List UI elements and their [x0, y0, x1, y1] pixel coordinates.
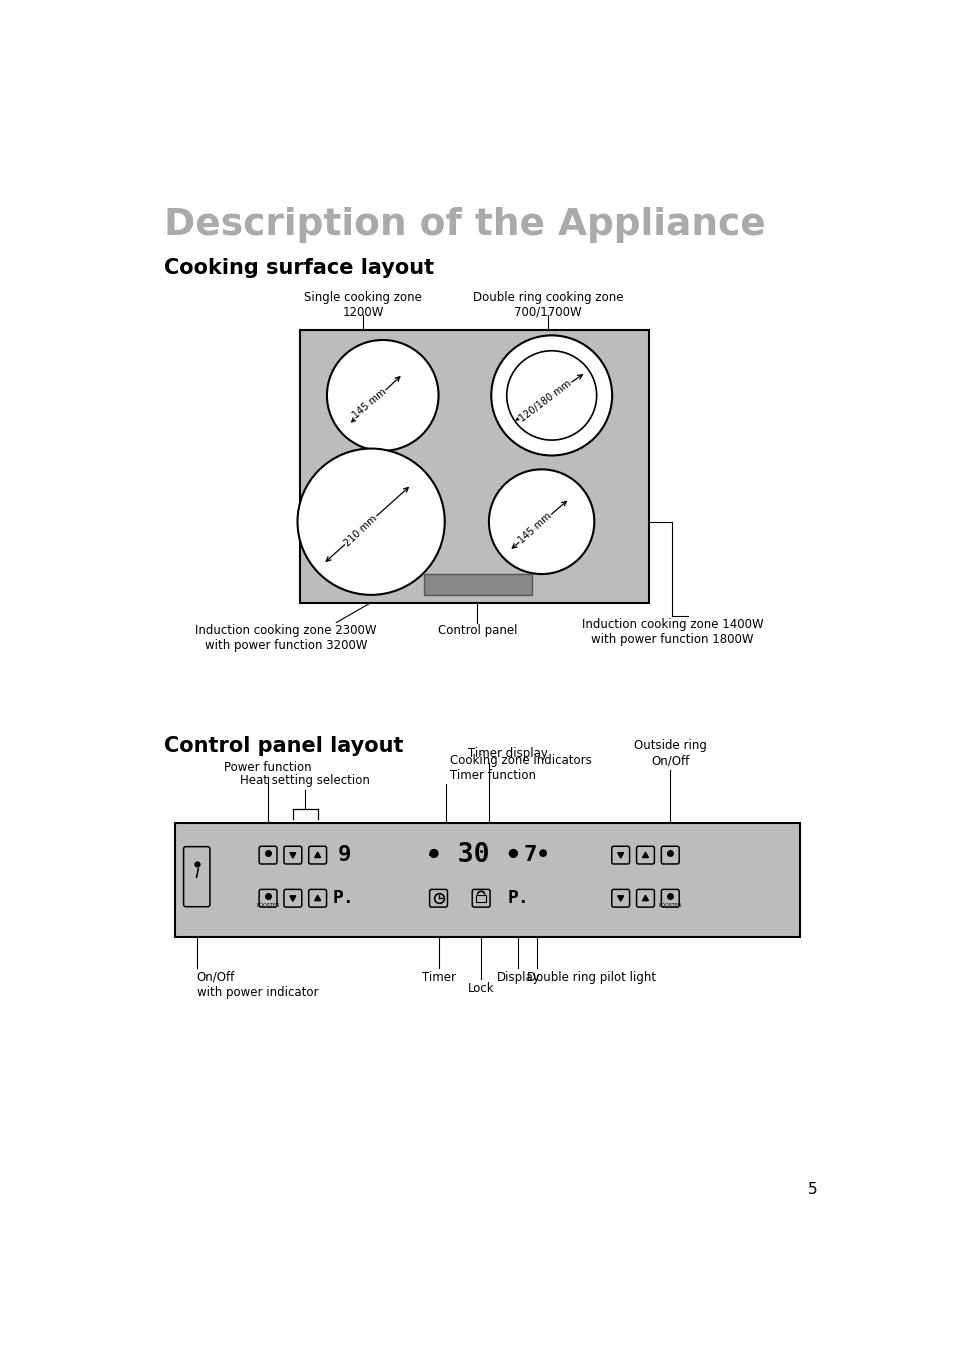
FancyBboxPatch shape [636, 889, 654, 907]
Polygon shape [314, 896, 320, 901]
Text: 145 mm: 145 mm [517, 511, 554, 546]
FancyBboxPatch shape [183, 847, 210, 907]
Text: 210 mm: 210 mm [342, 513, 379, 549]
Text: P.: P. [333, 889, 355, 908]
Text: 145 mm: 145 mm [351, 386, 388, 420]
Circle shape [327, 340, 438, 451]
Circle shape [297, 449, 444, 594]
Text: Double ring cooking zone
700/1700W: Double ring cooking zone 700/1700W [472, 290, 622, 319]
Text: Heat setting selection: Heat setting selection [240, 774, 370, 788]
Polygon shape [314, 852, 320, 858]
Text: –: – [428, 846, 437, 865]
Text: Power function: Power function [224, 761, 312, 774]
Polygon shape [641, 852, 648, 858]
FancyBboxPatch shape [660, 889, 679, 907]
FancyBboxPatch shape [429, 889, 447, 907]
Text: Lock: Lock [467, 982, 494, 996]
Bar [423, 574, 532, 594]
FancyBboxPatch shape [660, 846, 679, 865]
FancyBboxPatch shape [636, 846, 654, 865]
Circle shape [488, 469, 594, 574]
Text: Timer: Timer [421, 970, 456, 984]
Text: 5: 5 [807, 1182, 817, 1197]
Text: Induction cooking zone 1400W
with power function 1800W: Induction cooking zone 1400W with power … [581, 617, 762, 646]
FancyBboxPatch shape [611, 846, 629, 865]
Polygon shape [617, 852, 623, 858]
Polygon shape [617, 896, 623, 901]
Text: Outside ring
On/Off: Outside ring On/Off [633, 739, 706, 767]
FancyBboxPatch shape [259, 889, 276, 907]
FancyBboxPatch shape [284, 889, 301, 907]
Text: i: i [194, 863, 199, 882]
Polygon shape [641, 896, 648, 901]
Text: BOOSTER: BOOSTER [658, 904, 681, 908]
FancyBboxPatch shape [284, 846, 301, 865]
Text: Control panel layout: Control panel layout [164, 736, 403, 755]
Text: 9: 9 [337, 846, 351, 865]
Text: Double ring pilot light: Double ring pilot light [526, 970, 655, 984]
FancyBboxPatch shape [476, 894, 486, 902]
FancyBboxPatch shape [309, 846, 326, 865]
Text: Single cooking zone
1200W: Single cooking zone 1200W [304, 290, 422, 319]
Text: P.: P. [507, 889, 529, 908]
Text: Cooking zone indicators
Timer function: Cooking zone indicators Timer function [450, 754, 591, 782]
Text: On/Off
with power indicator: On/Off with power indicator [196, 970, 318, 998]
FancyBboxPatch shape [309, 889, 326, 907]
Text: Display: Display [496, 970, 539, 984]
FancyBboxPatch shape [472, 889, 490, 907]
Text: Induction cooking zone 2300W
with power function 3200W: Induction cooking zone 2300W with power … [195, 624, 376, 653]
Polygon shape [290, 896, 295, 901]
Text: 120/180 mm: 120/180 mm [517, 378, 573, 424]
FancyBboxPatch shape [259, 846, 276, 865]
Text: BOOSTER: BOOSTER [256, 904, 279, 908]
Text: Timer display: Timer display [468, 747, 548, 759]
Polygon shape [290, 852, 295, 858]
Text: Cooking surface layout: Cooking surface layout [164, 258, 434, 278]
Bar [299, 330, 648, 603]
FancyBboxPatch shape [611, 889, 629, 907]
Text: ∙ 30 ∙: ∙ 30 ∙ [425, 842, 520, 869]
Text: Control panel: Control panel [437, 624, 517, 638]
Bar [174, 823, 799, 936]
Text: 7∙: 7∙ [523, 846, 550, 865]
Text: Description of the Appliance: Description of the Appliance [164, 207, 765, 243]
Circle shape [491, 335, 612, 455]
